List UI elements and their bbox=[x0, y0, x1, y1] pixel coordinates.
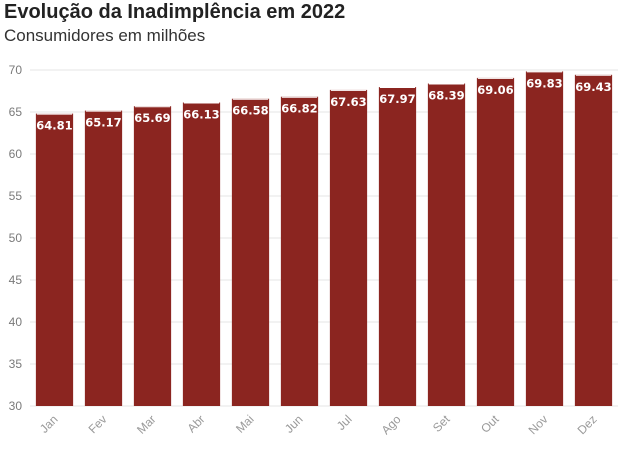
x-tick-label: Jun bbox=[282, 412, 306, 436]
bar-abr bbox=[182, 102, 221, 407]
x-tick-label: Nov bbox=[526, 412, 551, 437]
data-label: 69.83 bbox=[526, 76, 562, 90]
x-tick-label: Dez bbox=[575, 412, 600, 437]
y-tick-label: 40 bbox=[9, 315, 23, 329]
y-tick-label: 70 bbox=[9, 63, 23, 77]
data-label: 66.58 bbox=[232, 104, 268, 118]
data-label: 64.81 bbox=[36, 119, 72, 133]
data-label: 67.97 bbox=[379, 92, 415, 106]
bar-fev bbox=[84, 110, 123, 407]
y-tick-label: 60 bbox=[9, 147, 23, 161]
x-tick-label: Jan bbox=[37, 412, 61, 436]
data-label: 65.69 bbox=[134, 111, 170, 125]
bar-ago bbox=[378, 87, 417, 406]
data-label: 66.82 bbox=[281, 102, 317, 116]
x-tick-label: Mai bbox=[233, 412, 257, 436]
bars bbox=[35, 71, 613, 407]
bar-dez bbox=[574, 74, 613, 407]
y-tick-label: 55 bbox=[9, 189, 23, 203]
x-axis-ticks: Jan Fev Mar Abr Mai Jun Jul Ago Set Out Nov Dez bbox=[37, 412, 600, 437]
x-tick-label: Fev bbox=[86, 412, 110, 436]
bar-mai bbox=[231, 98, 270, 406]
bar-jul bbox=[329, 89, 368, 407]
bar-mar bbox=[133, 106, 172, 406]
data-label: 67.63 bbox=[330, 95, 366, 109]
y-tick-label: 45 bbox=[9, 273, 23, 287]
y-tick-label: 30 bbox=[9, 399, 23, 413]
bar-jun bbox=[280, 96, 319, 406]
y-tick-label: 65 bbox=[9, 105, 23, 119]
y-axis-ticks: 30 35 40 45 50 55 60 65 70 bbox=[9, 63, 23, 413]
y-tick-label: 50 bbox=[9, 231, 23, 245]
chart-title: Evolução da Inadimplência em 2022 bbox=[4, 1, 346, 23]
x-tick-label: Set bbox=[430, 412, 453, 435]
x-tick-label: Mar bbox=[134, 412, 159, 437]
data-label: 65.17 bbox=[85, 116, 121, 130]
x-tick-label: Abr bbox=[185, 412, 208, 435]
data-labels: 64.81 65.17 65.69 66.13 66.58 66.82 67.63 67.97… bbox=[36, 76, 611, 132]
x-tick-label: Jul bbox=[334, 412, 355, 433]
x-tick-label: Out bbox=[478, 412, 502, 436]
bar-set bbox=[427, 83, 466, 407]
x-tick-label: Ago bbox=[379, 412, 404, 437]
data-label: 69.06 bbox=[477, 83, 513, 97]
bar-nov bbox=[525, 71, 564, 406]
bar-jan bbox=[35, 113, 74, 406]
data-label: 69.43 bbox=[575, 80, 611, 94]
data-label: 68.39 bbox=[428, 89, 464, 103]
gridlines bbox=[30, 69, 618, 407]
data-label: 66.13 bbox=[183, 108, 219, 122]
y-tick-label: 35 bbox=[9, 357, 23, 371]
bar-out bbox=[476, 77, 515, 407]
chart-subtitle: Consumidores em milhões bbox=[4, 26, 206, 45]
